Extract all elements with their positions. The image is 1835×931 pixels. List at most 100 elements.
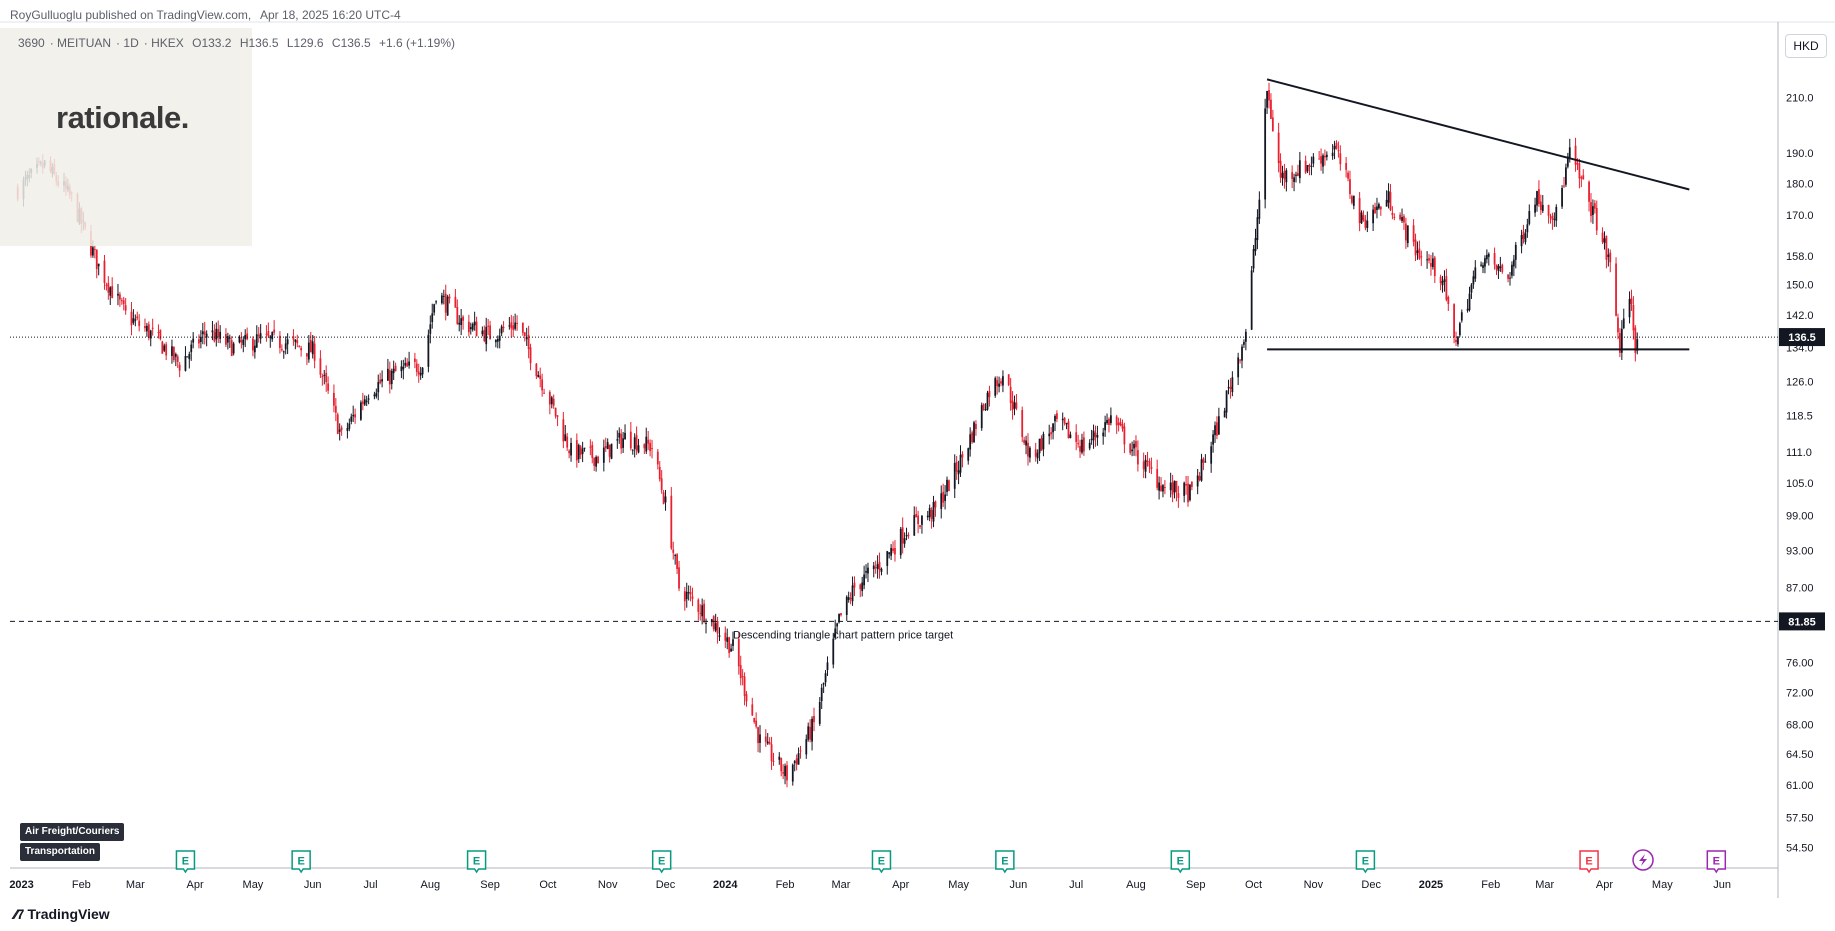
candle-body (811, 718, 813, 742)
candle-body (645, 436, 648, 452)
candle-body (660, 478, 663, 491)
candle-body (149, 330, 152, 339)
candle-body (145, 325, 148, 332)
candle-body (350, 416, 353, 422)
candle-body (1487, 253, 1490, 257)
candle-body (1190, 481, 1193, 487)
candle-body (151, 327, 154, 329)
candle-body (548, 392, 551, 405)
candle-body (1485, 254, 1488, 260)
tradingview-brand: TradingView (27, 906, 110, 922)
candle-body (352, 414, 355, 417)
candle-body (1553, 218, 1556, 220)
earnings-marker-shape (175, 850, 196, 874)
candle-body (421, 367, 424, 375)
candle-body (1592, 206, 1594, 215)
candle-body (1123, 426, 1126, 445)
candle-body (1021, 409, 1024, 437)
candle-body (440, 295, 443, 304)
sector-tag-industry[interactable]: Air Freight/Couriers (20, 823, 125, 841)
y-tick-label: 126.0 (1786, 377, 1814, 389)
drawing-layer[interactable]: Descending triangle chart pattern price … (10, 78, 1778, 641)
candle-body (1399, 214, 1402, 220)
candle-body (622, 438, 625, 448)
candle-body (809, 726, 812, 740)
candle-body (1541, 204, 1544, 211)
candle-body (458, 322, 461, 325)
candle-body (471, 324, 474, 330)
y-tick-label: 68.00 (1786, 719, 1814, 731)
candle-body (1177, 492, 1180, 498)
candle-body (186, 356, 189, 358)
sector-tag-sector[interactable]: Transportation (20, 843, 101, 861)
candle-body (460, 318, 463, 326)
candle-body (1000, 381, 1002, 384)
symbol-code[interactable]: 3690 (18, 36, 45, 50)
currency-button[interactable]: HKD (1785, 34, 1827, 58)
candle-body (1067, 421, 1070, 439)
candle-body (591, 444, 594, 458)
candle-body (1468, 293, 1471, 311)
y-tick-label: 150.0 (1786, 280, 1814, 292)
candle-body (539, 375, 542, 380)
candle-body (703, 603, 705, 622)
candle-body (1555, 206, 1558, 221)
price-axis[interactable]: 230.0210.0190.0180.0170.0158.0150.0142.0… (1779, 42, 1825, 854)
candle-body (1501, 264, 1504, 272)
candle-body (595, 456, 598, 467)
candle-body (444, 293, 447, 313)
candle-body (257, 334, 260, 336)
candle-body (338, 429, 341, 432)
candle-body (786, 765, 788, 781)
candle-body (1198, 475, 1201, 480)
price-target-label: 81.85 (1788, 616, 1816, 628)
candle-body (575, 440, 578, 461)
candle-body (379, 379, 382, 384)
candle-body (948, 480, 950, 492)
candle-body (211, 330, 214, 333)
candle-body (944, 494, 946, 501)
candle-body (757, 727, 759, 744)
candle-body (184, 355, 187, 371)
candle-body (394, 365, 397, 372)
candle-body (934, 501, 937, 508)
candle-body (1169, 482, 1172, 491)
last-price-label: 136.5 (1788, 332, 1816, 344)
candle-body (1364, 219, 1367, 228)
candle-body (1406, 225, 1409, 244)
x-tick-label: Sep (480, 879, 500, 891)
candle-body (367, 398, 370, 400)
candle-body (865, 571, 867, 573)
candle-body (755, 720, 758, 727)
candle-body (246, 333, 249, 340)
time-axis[interactable]: 2023 Feb Mar Apr May Jun Jul Aug Sep Oct Nov Dec 202… (9, 879, 1731, 891)
tradingview-logo[interactable]: ⁄⁄7 TradingView (10, 906, 110, 922)
candle-body (280, 349, 283, 351)
candle-body (701, 605, 704, 617)
candle-body (527, 334, 530, 350)
candle-body (147, 324, 150, 339)
candle-body (282, 351, 285, 353)
candle-body (485, 326, 488, 345)
candle-body (899, 528, 902, 556)
candle-body (1484, 258, 1486, 267)
candle-body (1011, 400, 1014, 411)
candle-body (454, 296, 457, 308)
candle-body (1509, 277, 1511, 279)
candle-body (1056, 413, 1058, 420)
candle-body (834, 628, 837, 638)
candle-body (1173, 480, 1176, 493)
candle-body (697, 599, 700, 612)
candle-body (537, 375, 540, 378)
candle-body (529, 347, 532, 364)
symbol-legend[interactable]: 3690 · MEITUAN · 1D · HKEX O133.2 H136.5 L1… (18, 36, 456, 50)
candle-body (683, 591, 686, 602)
earnings-marker-shape (1579, 850, 1599, 874)
candle-body (913, 515, 916, 536)
candle-body (1204, 461, 1207, 463)
candle-body (1379, 206, 1382, 210)
candle-body (1090, 438, 1093, 440)
candle-body (1042, 433, 1045, 450)
